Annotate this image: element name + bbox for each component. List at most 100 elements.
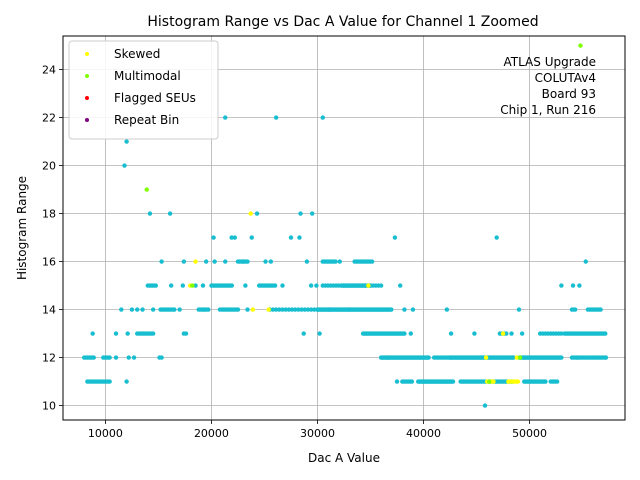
point-skewed: [248, 211, 253, 216]
point-normal: [296, 307, 301, 312]
point-normal: [203, 259, 209, 264]
data-points: [82, 43, 609, 408]
point-normal: [119, 307, 124, 312]
point-normal: [241, 259, 246, 264]
y-tick-label: 14: [42, 304, 56, 317]
point-normal: [283, 307, 288, 312]
point-multimodal: [144, 187, 149, 192]
point-normal: [444, 307, 450, 312]
annotation-line: Chip 1, Run 216: [500, 103, 596, 117]
legend-marker: [85, 96, 89, 100]
point-normal: [249, 235, 254, 240]
point-normal: [603, 355, 609, 360]
legend-label: Repeat Bin: [114, 113, 179, 127]
y-tick-label: 24: [42, 64, 56, 77]
point-normal: [297, 235, 302, 240]
x-tick-label: 10000: [88, 427, 123, 440]
point-skewed: [266, 307, 271, 312]
point-normal: [314, 283, 319, 288]
x-tick-label: 40000: [406, 427, 441, 440]
point-normal: [603, 331, 608, 336]
point-normal: [168, 283, 174, 288]
point-normal: [167, 211, 173, 216]
point-normal: [124, 379, 129, 384]
point-normal: [369, 259, 375, 264]
y-tick-label: 20: [42, 160, 56, 173]
point-normal: [172, 307, 177, 312]
point-normal: [398, 283, 403, 288]
point-normal: [229, 283, 235, 288]
point-normal: [337, 259, 342, 264]
point-normal: [305, 307, 311, 312]
x-tick-label: 20000: [194, 427, 229, 440]
point-normal: [113, 331, 119, 336]
point-normal: [245, 307, 250, 312]
y-tick-label: 18: [42, 208, 56, 221]
y-tick-label: 12: [42, 352, 56, 365]
point-normal: [223, 259, 228, 264]
y-tick-label: 22: [42, 112, 56, 125]
point-normal: [299, 307, 304, 312]
plot-area: [62, 35, 626, 421]
point-normal: [177, 307, 182, 312]
axis-ticks: 10000 20000 30000 40000 50000 10 12 14 16 18 20 22 2…: [42, 64, 547, 440]
point-normal: [347, 307, 352, 312]
point-normal: [410, 307, 416, 312]
point-normal: [124, 139, 129, 144]
point-skewed: [515, 379, 521, 384]
annotation-line: ATLAS Upgrade: [503, 55, 596, 69]
legend: Skewed Multimodal Flagged SEUs Repeat Bin: [68, 40, 219, 140]
point-normal: [243, 283, 248, 288]
point-normal: [211, 235, 216, 240]
point-normal: [426, 355, 431, 360]
point-normal: [308, 283, 314, 288]
point-normal: [559, 283, 564, 288]
y-axis-label: Histogram Range: [15, 176, 29, 280]
point-normal: [159, 355, 164, 360]
grid-lines: [63, 36, 625, 420]
point-normal: [223, 115, 228, 120]
point-normal: [280, 283, 285, 288]
point-normal: [263, 259, 268, 264]
point-normal: [91, 355, 96, 360]
point-normal: [140, 307, 145, 312]
point-normal: [333, 259, 338, 264]
point-normal: [280, 307, 285, 312]
legend-marker: [85, 74, 89, 78]
point-normal: [200, 283, 206, 288]
point-normal: [301, 331, 306, 336]
point-normal: [254, 211, 260, 216]
point-normal: [409, 379, 415, 384]
point-normal: [543, 379, 548, 384]
point-normal: [572, 307, 578, 312]
point-normal: [273, 115, 279, 120]
point-normal: [113, 355, 119, 360]
legend-label: Multimodal: [114, 69, 181, 83]
point-normal: [392, 235, 398, 240]
annotation-line: Board 93: [542, 87, 596, 101]
point-normal: [378, 283, 384, 288]
point-normal: [302, 307, 307, 312]
point-normal: [159, 259, 164, 264]
x-tick-label: 50000: [512, 427, 547, 440]
y-tick-label: 10: [42, 400, 56, 413]
point-normal: [277, 307, 282, 312]
point-multimodal: [487, 379, 492, 384]
x-tick-label: 30000: [300, 427, 335, 440]
point-normal: [268, 259, 274, 264]
point-normal: [201, 307, 207, 312]
legend-marker: [85, 52, 89, 56]
chart-title: Histogram Range vs Dac A Value for Chann…: [147, 14, 538, 30]
point-normal: [90, 331, 95, 336]
point-multimodal: [578, 43, 583, 48]
point-normal: [153, 283, 158, 288]
point-normal: [293, 307, 298, 312]
point-normal: [317, 331, 322, 336]
legend-box: [68, 40, 219, 140]
legend-label: Skewed: [114, 47, 160, 61]
y-tick-label: 16: [42, 256, 56, 269]
point-skewed: [193, 259, 198, 264]
point-normal: [107, 379, 112, 384]
point-normal: [559, 331, 564, 336]
point-normal: [272, 283, 278, 288]
